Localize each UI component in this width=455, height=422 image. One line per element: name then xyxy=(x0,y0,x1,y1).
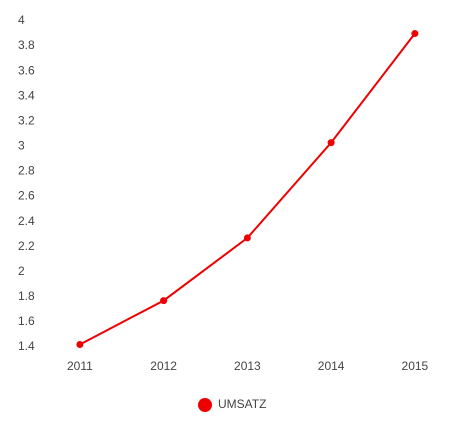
y-tick-label: 2.6 xyxy=(18,189,35,203)
y-tick-label: 1.8 xyxy=(18,289,35,303)
legend-label: UMSATZ xyxy=(218,397,266,411)
point xyxy=(160,297,168,305)
y-tick-label: 4 xyxy=(18,13,25,27)
y-tick-label: 1.4 xyxy=(18,339,35,353)
x-tick-label: 2013 xyxy=(234,359,261,373)
x-tick-label: 2011 xyxy=(67,359,93,373)
y-tick-label: 2.4 xyxy=(18,214,35,228)
y-tick-label: 3 xyxy=(18,139,25,153)
y-tick-label: 3.6 xyxy=(18,63,35,77)
x-tick-label: 2015 xyxy=(402,359,429,373)
x-tick-label: 2014 xyxy=(318,359,345,373)
y-tick-label: 3.2 xyxy=(18,113,35,127)
y-tick-label: 2 xyxy=(18,264,25,278)
point xyxy=(76,340,84,348)
line xyxy=(79,32,416,346)
y-tick-label: 3.4 xyxy=(18,88,35,102)
point xyxy=(411,30,419,38)
x-tick-label: 2012 xyxy=(150,359,177,373)
legend-marker xyxy=(198,398,212,412)
point xyxy=(243,234,251,242)
y-tick-label: 1.6 xyxy=(18,314,35,328)
point xyxy=(327,139,335,147)
y-tick-label: 2.8 xyxy=(18,164,35,178)
y-tick-label: 2.2 xyxy=(18,239,35,253)
y-tick-label: 3.8 xyxy=(18,38,35,52)
